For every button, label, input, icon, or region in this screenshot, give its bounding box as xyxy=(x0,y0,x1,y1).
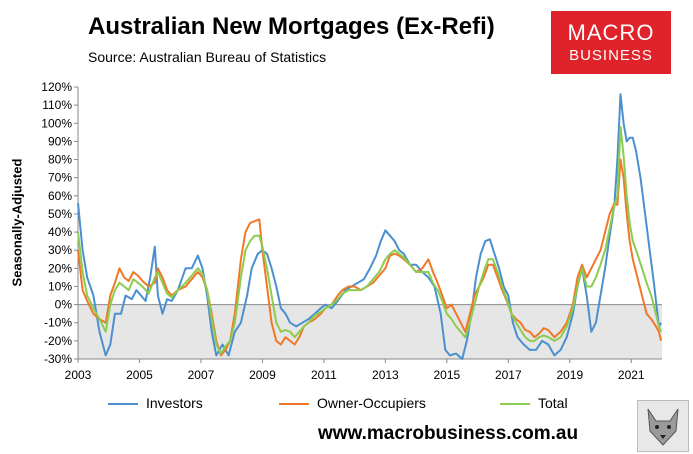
y-tick-label: 0% xyxy=(55,298,73,312)
y-tick-label: -10% xyxy=(44,316,72,330)
series-line-total xyxy=(77,125,663,355)
legend-label-owner-occupiers: Owner-Occupiers xyxy=(317,395,426,411)
x-tick-label: 2011 xyxy=(311,368,337,382)
x-tick-label: 2005 xyxy=(126,368,153,382)
y-tick-label: 60% xyxy=(48,189,72,203)
series-line-investors xyxy=(77,93,662,360)
x-tick-label: 2009 xyxy=(249,368,276,382)
y-tick-label: 70% xyxy=(48,171,72,185)
y-tick-label: 110% xyxy=(42,98,72,112)
positive-region xyxy=(78,87,662,305)
x-tick-label: 2013 xyxy=(372,368,399,382)
y-tick-label: -20% xyxy=(44,334,72,348)
y-tick-label: 80% xyxy=(48,153,72,167)
logo-line-1: MACRO xyxy=(567,20,655,45)
website-url: www.macrobusiness.com.au xyxy=(318,423,579,444)
x-tick-label: 2017 xyxy=(495,368,522,382)
y-tick-label: -30% xyxy=(44,352,72,366)
y-tick-label: 40% xyxy=(48,225,72,239)
negative-region xyxy=(78,304,662,359)
legend-swatch-total xyxy=(500,403,530,406)
y-tick-label: 30% xyxy=(48,243,72,257)
y-tick-label: 10% xyxy=(48,279,72,293)
x-tick-label: 2019 xyxy=(556,368,583,382)
y-tick-label: 100% xyxy=(41,116,72,130)
legend-item-total: Total xyxy=(500,395,568,411)
legend-swatch-owner-occupiers xyxy=(279,403,309,406)
logo-line-2: BUSINESS xyxy=(569,47,653,64)
macrobusiness-logo: MACRO BUSINESS xyxy=(551,11,671,74)
legend-label-investors: Investors xyxy=(146,395,203,411)
legend-label-total: Total xyxy=(538,395,568,411)
x-tick-label: 2007 xyxy=(188,368,215,382)
y-tick-label: 90% xyxy=(48,134,72,148)
chart-title: Australian New Mortgages (Ex-Refi) xyxy=(88,13,495,40)
y-tick-label: 50% xyxy=(48,207,72,221)
legend-swatch-investors xyxy=(108,403,138,406)
legend-item-owner-occupiers: Owner-Occupiers xyxy=(279,395,426,411)
legend-item-investors: Investors xyxy=(108,395,203,411)
wolf-icon xyxy=(637,400,689,452)
x-tick-label: 2003 xyxy=(65,368,92,382)
x-tick-label: 2015 xyxy=(433,368,460,382)
chart-source: Source: Australian Bureau of Statistics xyxy=(88,49,327,65)
y-tick-label: 120% xyxy=(41,80,72,94)
y-tick-label: 20% xyxy=(48,261,72,275)
x-tick-label: 2021 xyxy=(618,368,645,382)
